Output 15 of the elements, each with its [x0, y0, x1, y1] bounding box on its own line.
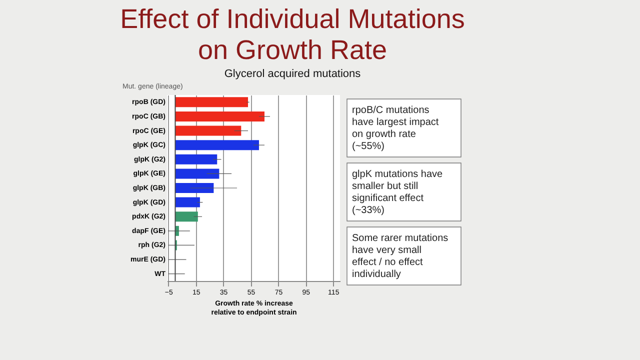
- text: glpK mutations have smaller but still significant effect (~33%): [352, 169, 444, 216]
- bar: [175, 226, 179, 236]
- text: rpoB/C mutations have largest impact on growth rate (~55%): [352, 105, 439, 152]
- bar: [175, 168, 220, 179]
- bar: [175, 154, 218, 164]
- bar: [175, 197, 200, 208]
- bar: [175, 212, 198, 222]
- bar: [175, 126, 242, 136]
- text: Some rarer mutations have very small effect / no effect individually: [352, 233, 448, 280]
- bar: [175, 183, 214, 193]
- bar: [175, 140, 259, 150]
- chart-title: Effect of Individual Mutations on Growth Rate: [120, 4, 465, 65]
- bar: [175, 97, 248, 108]
- bar: [175, 111, 264, 122]
- chart-subtitle: Glycerol acquired mutations: [224, 68, 362, 80]
